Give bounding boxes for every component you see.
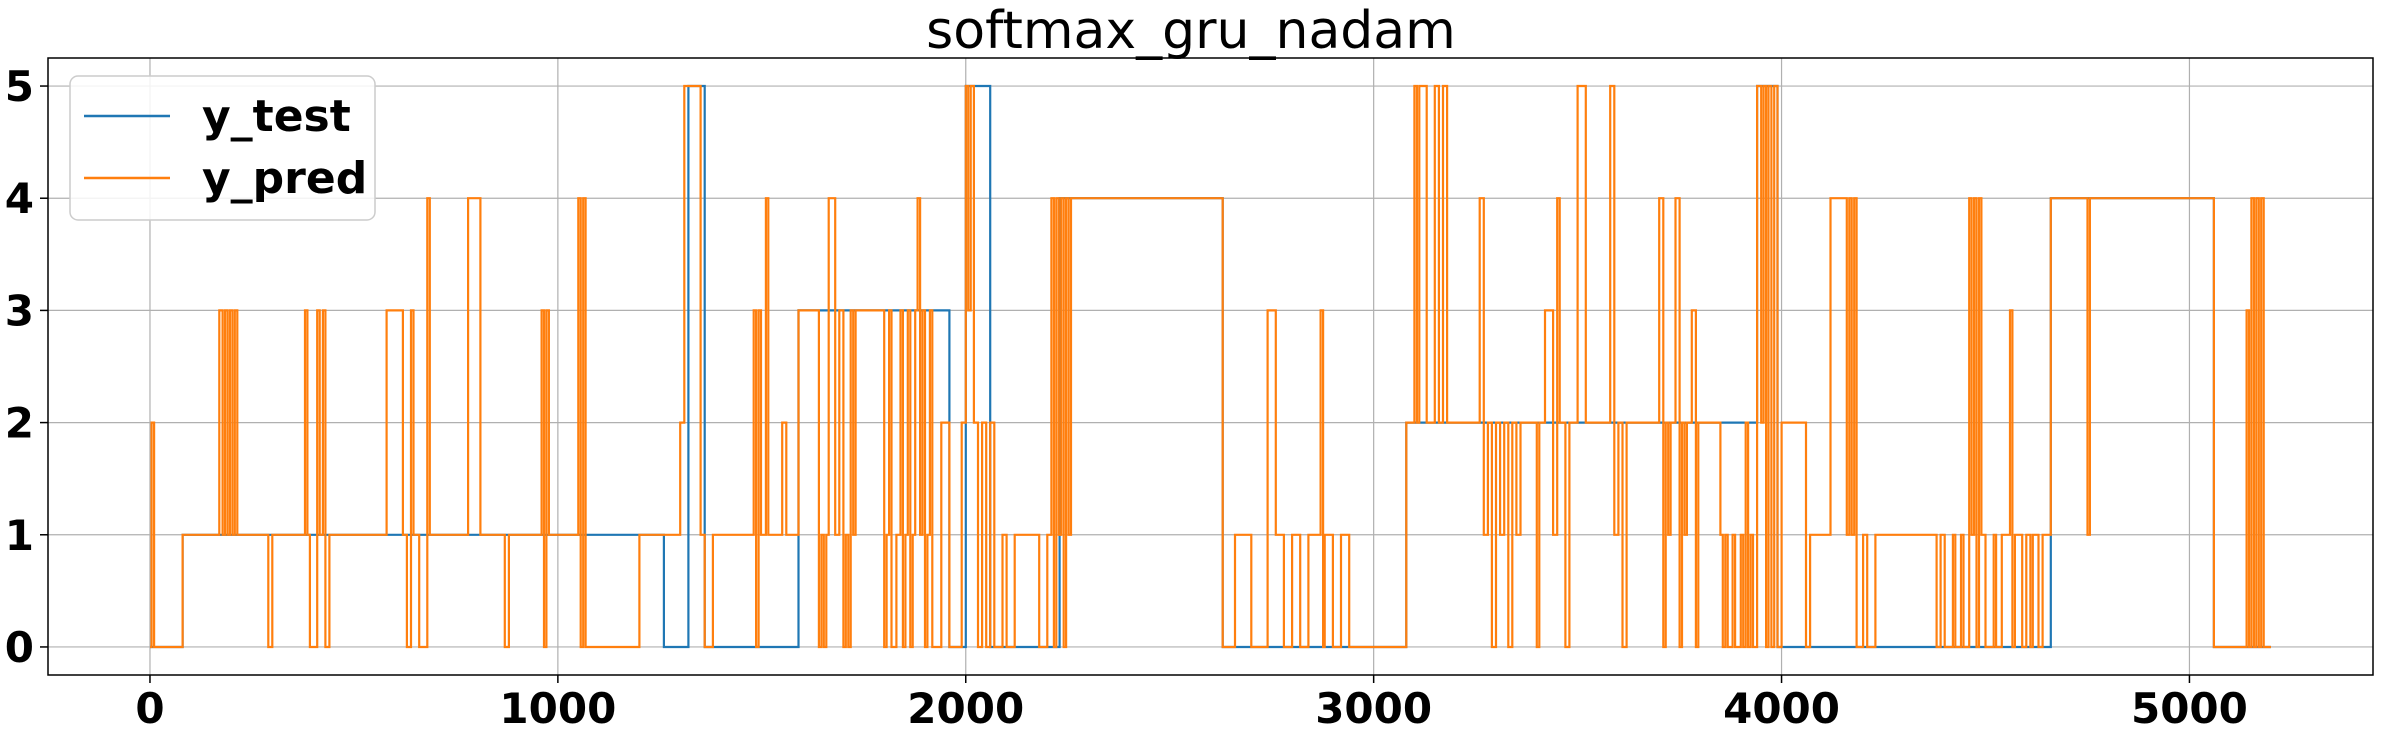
x-tick-label: 0 xyxy=(135,684,164,733)
y-tick-label: 2 xyxy=(5,399,34,448)
series-line-y-pred xyxy=(150,84,2271,649)
x-tick-label: 4000 xyxy=(1723,684,1840,733)
y-tick-label: 5 xyxy=(5,62,34,111)
y-tick-label: 1 xyxy=(5,511,34,560)
legend: y_test y_pred xyxy=(69,75,376,221)
x-axis: 0 1000 2000 3000 4000 5000 xyxy=(135,675,2248,733)
y-tick-label: 0 xyxy=(5,623,34,672)
series-layer xyxy=(150,84,2271,649)
x-tick-label: 1000 xyxy=(499,684,616,733)
chart-title: softmax_gru_nadam xyxy=(926,1,1456,61)
y-tick-label: 3 xyxy=(5,286,34,335)
legend-label-y-pred: y_pred xyxy=(202,153,367,204)
legend-box xyxy=(69,75,376,221)
y-tick-label: 4 xyxy=(5,174,34,223)
x-tick-label: 5000 xyxy=(2131,684,2248,733)
plot-frame xyxy=(47,57,2374,676)
legend-label-y-test: y_test xyxy=(202,91,351,142)
x-tick-label: 2000 xyxy=(907,684,1024,733)
x-tick-label: 3000 xyxy=(1315,684,1432,733)
grid xyxy=(48,58,2373,675)
y-axis: 0 1 2 3 4 5 xyxy=(5,62,48,672)
